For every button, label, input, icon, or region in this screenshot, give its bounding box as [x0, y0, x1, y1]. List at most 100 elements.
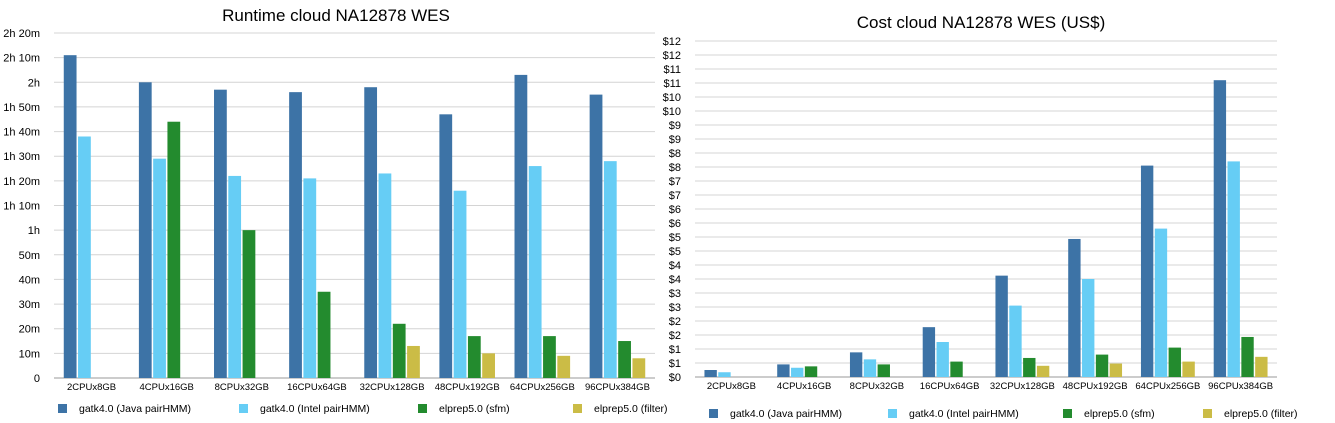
y-tick-label: $3: [669, 302, 681, 314]
legend-swatch: [418, 404, 427, 413]
y-tick-label: 2h 20m: [3, 28, 40, 40]
x-category-label: 32CPUx128GB: [990, 381, 1055, 392]
y-tick-label: 50m: [19, 250, 40, 262]
bar-48CPUx192GB-series-1: [439, 114, 453, 379]
x-category-label: 8CPUx32GB: [215, 382, 269, 393]
bar-32CPUx128GB-series-4: [1036, 365, 1050, 377]
legend-swatch: [1063, 409, 1072, 418]
legend: gatk4.0 (Java pairHMM) gatk4.0 (Intel pai…: [58, 403, 668, 415]
y-tick-label: $10: [663, 92, 681, 104]
bar-96CPUx384GB-series-2: [1227, 161, 1240, 377]
y-tick-label: 2h 10m: [3, 53, 40, 65]
y-tick-label: $11: [663, 64, 681, 76]
bar-4CPUx16GB-series-1: [138, 82, 152, 379]
legend-swatch: [709, 409, 718, 418]
bar-64CPUx256GB-series-4: [1182, 361, 1195, 377]
bar-96CPUx384GB-series-3: [1241, 336, 1254, 377]
bar-8CPUx32GB-series-3: [242, 230, 256, 378]
legend-label: gatk4.0 (Java pairHMM): [730, 408, 842, 420]
y-tick-label: 1h 20m: [3, 176, 40, 188]
x-category-label: 16CPUx64GB: [287, 382, 347, 393]
y-tick-label: $9: [669, 120, 681, 132]
y-tick-label: $6: [669, 204, 681, 216]
bar-96CPUx384GB-series-4: [632, 358, 646, 378]
bar-32CPUx128GB-series-4: [407, 345, 420, 378]
y-tick-label: $5: [669, 232, 681, 244]
y-tick-label: 2h: [28, 77, 40, 89]
legend-label: elprep5.0 (filter): [594, 403, 668, 415]
x-category-label: 64CPUx256GB: [1135, 381, 1200, 392]
bar-64CPUx256GB-series-4: [557, 355, 571, 378]
cost-chart-title: Cost cloud NA12878 WES (US$): [857, 13, 1106, 32]
y-tick-label: $5: [669, 246, 681, 258]
bar-8CPUx32GB-series-3: [877, 364, 890, 377]
y-tick-label: 1h 50m: [3, 102, 40, 114]
bar-32CPUx128GB-series-1: [995, 275, 1008, 377]
bar-32CPUx128GB-series-3: [1023, 357, 1036, 377]
y-tick-label: 1h 30m: [3, 151, 40, 163]
legend: gatk4.0 (Java pairHMM) gatk4.0 (Intel pai…: [709, 408, 1298, 420]
y-tick-label: 10m: [19, 348, 40, 360]
bar-64CPUx256GB-series-3: [543, 336, 556, 378]
bar-2CPUx8GB-series-2: [78, 136, 91, 378]
y-tick-label: 20m: [19, 324, 40, 336]
x-category-label: 2CPUx8GB: [67, 382, 116, 393]
bar-8CPUx32GB-series-2: [228, 175, 242, 378]
bar-2CPUx8GB-series-2: [718, 372, 731, 377]
y-tick-label: $11: [663, 78, 681, 90]
cost-chart: Cost cloud NA12878 WES (US$) $0 $1 $1 $2 $2 $…: [663, 13, 1298, 420]
bar-64CPUx256GB-series-1: [1140, 165, 1154, 377]
y-tick-label: $3: [669, 288, 681, 300]
y-tick-label: $8: [669, 162, 681, 174]
runtime-chart: Runtime cloud NA12878 WES 0 10m 20m 30m 40m 5…: [3, 6, 667, 415]
y-tick-label: $10: [663, 106, 681, 118]
bar-32CPUx128GB-series-3: [392, 323, 406, 378]
y-tick-label: 30m: [19, 299, 40, 311]
x-category-label: 64CPUx256GB: [510, 382, 575, 393]
bar-64CPUx256GB-series-2: [1154, 228, 1168, 377]
bar-16CPUx64GB-series-1: [922, 327, 936, 377]
bar-8CPUx32GB-series-1: [849, 352, 863, 377]
y-tick-label: $4: [669, 260, 681, 272]
x-category-label: 4CPUx16GB: [777, 381, 831, 392]
x-category-label: 48CPUx192GB: [435, 382, 500, 393]
y-tick-label: $9: [669, 134, 681, 146]
x-category-label: 96CPUx384GB: [1208, 381, 1273, 392]
bar-4CPUx16GB-series-2: [153, 158, 166, 378]
y-tick-label: 1h 10m: [3, 201, 40, 213]
y-tick-label: $1: [669, 358, 681, 370]
x-category-label: 16CPUx64GB: [920, 381, 980, 392]
bar-4CPUx16GB-series-1: [777, 364, 790, 377]
bar-32CPUx128GB-series-2: [1009, 305, 1022, 377]
y-tick-label: 0: [34, 373, 40, 385]
bar-16CPUx64GB-series-3: [950, 361, 963, 377]
bar-16CPUx64GB-series-3: [317, 291, 331, 378]
bar-8CPUx32GB-series-2: [863, 359, 877, 377]
bar-96CPUx384GB-series-1: [1213, 80, 1227, 377]
y-tick-label: $0: [669, 372, 681, 384]
y-tick-label: $12: [663, 36, 681, 48]
bar-64CPUx256GB-series-3: [1168, 347, 1181, 377]
bar-2CPUx8GB-series-1: [63, 55, 77, 379]
bar-48CPUx192GB-series-4: [1109, 363, 1123, 377]
bar-48CPUx192GB-series-2: [1082, 279, 1095, 377]
x-category-label: 4CPUx16GB: [139, 382, 193, 393]
y-tick-label: $6: [669, 218, 681, 230]
bar-48CPUx192GB-series-1: [1068, 238, 1081, 377]
bar-32CPUx128GB-series-1: [364, 87, 378, 378]
bar-48CPUx192GB-series-2: [453, 190, 467, 378]
y-tick-label: $7: [669, 190, 681, 202]
runtime-chart-title: Runtime cloud NA12878 WES: [222, 6, 450, 25]
bar-96CPUx384GB-series-4: [1255, 356, 1268, 377]
legend-swatch: [573, 404, 582, 413]
y-tick-label: $1: [669, 344, 681, 356]
bar-64CPUx256GB-series-2: [528, 166, 542, 378]
y-tick-label: 1h 40m: [3, 127, 40, 139]
x-category-label: 2CPUx8GB: [707, 381, 756, 392]
bar-96CPUx384GB-series-3: [618, 341, 631, 378]
bar-4CPUx16GB-series-3: [804, 366, 818, 377]
y-tick-label: $8: [669, 148, 681, 160]
legend-label: gatk4.0 (Intel pairHMM): [260, 403, 370, 415]
bar-4CPUx16GB-series-3: [167, 121, 181, 378]
